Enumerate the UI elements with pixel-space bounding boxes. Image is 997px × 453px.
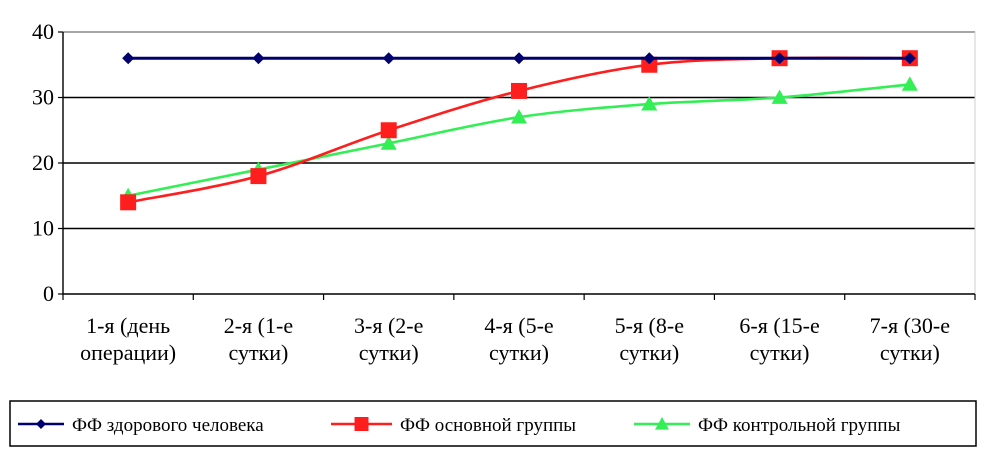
data-point xyxy=(513,52,525,65)
legend-label: ФФ контрольной группы xyxy=(698,415,901,436)
legend-label: ФФ здорового человека xyxy=(72,415,264,436)
x-tick-label: 3-я (2-е сутки) xyxy=(354,313,423,365)
x-tick-label: 6-я (15-е сутки) xyxy=(739,313,819,365)
data-point xyxy=(641,96,658,111)
legend-item-3: ФФ контрольной группы xyxy=(634,415,901,436)
series-2 xyxy=(120,50,918,211)
x-tick-label: 4-я (5-е сутки) xyxy=(484,313,553,365)
legend-marker xyxy=(36,419,46,429)
data-point xyxy=(903,52,916,65)
data-point xyxy=(252,52,265,65)
axes xyxy=(58,31,976,300)
y-tick-label: 10 xyxy=(32,216,54,241)
data-point xyxy=(380,122,397,139)
x-tick-labels: 1-я (день операции) 2-я (1-е сутки) 3-я (2-е… xyxy=(80,313,950,365)
data-point xyxy=(771,89,788,104)
x-tick-label: 5-я (8-е сутки) xyxy=(615,313,684,365)
data-point xyxy=(773,52,786,65)
series-group xyxy=(120,50,918,211)
x-tick-label: 2-я (1-е сутки) xyxy=(224,313,293,365)
data-point xyxy=(643,52,656,65)
y-tick-label: 40 xyxy=(32,19,54,44)
legend-item-1: ФФ здорового человека xyxy=(18,415,264,436)
data-point xyxy=(120,194,137,211)
y-tick-label: 20 xyxy=(32,150,54,175)
data-point xyxy=(382,52,395,65)
data-point xyxy=(901,76,918,91)
data-point xyxy=(250,168,267,185)
legend: ФФ здорового человека ФФ основной группы Ф… xyxy=(9,400,977,447)
y-tick-label: 30 xyxy=(32,85,54,110)
data-point xyxy=(511,82,527,99)
legend-item-2: ФФ основной группы xyxy=(331,415,576,436)
legend-marker xyxy=(354,417,369,431)
data-point xyxy=(511,109,527,124)
series-1 xyxy=(122,52,916,65)
x-tick-label: 7-я (30-е сутки) xyxy=(870,313,950,365)
data-point xyxy=(380,135,397,150)
y-tick-labels: 0 10 20 30 40 xyxy=(32,19,54,306)
x-tick-label: 1-я (день операции) xyxy=(80,313,176,365)
legend-label: ФФ основной группы xyxy=(400,415,576,436)
series-line xyxy=(127,56,910,204)
data-point xyxy=(122,52,135,65)
legend-box xyxy=(9,400,977,447)
data-point xyxy=(641,56,658,73)
legend-marker xyxy=(655,417,669,430)
y-tick-label: 0 xyxy=(43,281,54,306)
